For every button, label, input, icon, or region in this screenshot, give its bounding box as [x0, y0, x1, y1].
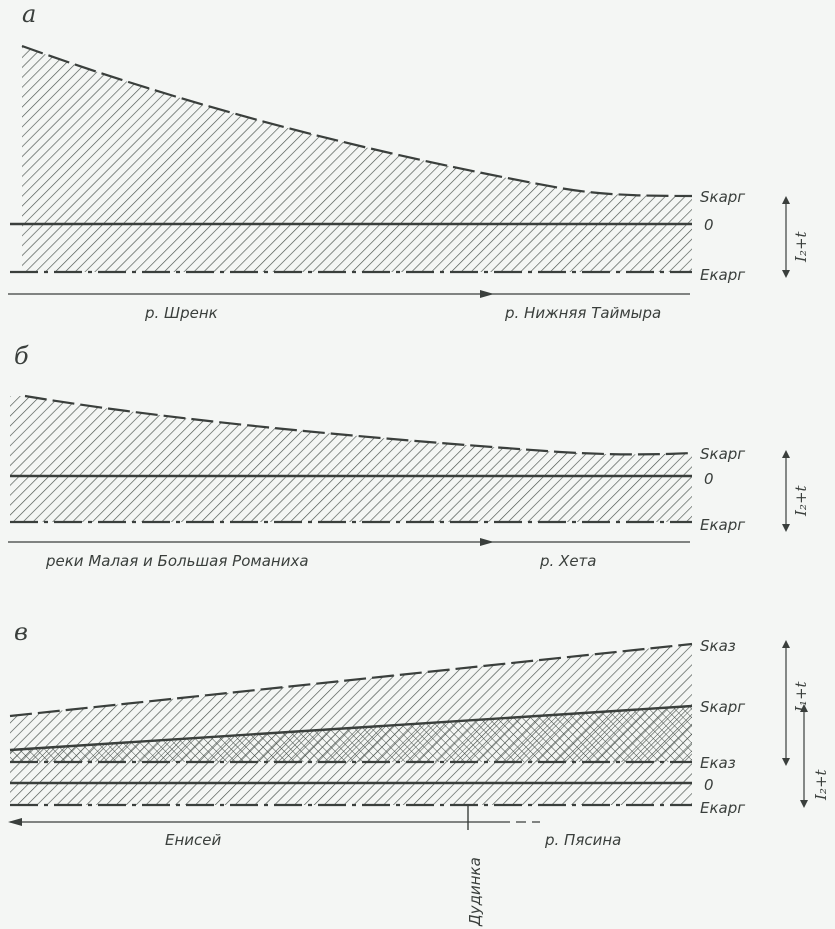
s-kaz-line-c: [9, 642, 693, 718]
label-s-karg-c: Sкapг: [700, 698, 745, 716]
river-right-a: р. Нижняя Таймыра: [504, 304, 661, 322]
s-karg-line-c: [9, 704, 693, 752]
bracket-top-arrowhead-up-c: [782, 640, 790, 648]
hatched-area-a: [22, 46, 692, 272]
panel-c: в Sказ Sкapг Eказ 0 Eкapг I₁+t I₂+t Енис…: [8, 618, 830, 927]
crosshatch-band-c: [10, 706, 692, 762]
label-e-karg-b: Eкapг: [700, 516, 745, 534]
panel-a: а Sкapг 0 Eкapг I₂+t р. Шренк р. Нижняя …: [8, 0, 810, 322]
marker-dudinka: Дудинка: [466, 857, 484, 927]
river-left-b: реки Малая и Большая Романиха: [45, 552, 309, 570]
bracket-bottom-arrowhead-down-c: [800, 800, 808, 808]
label-e-karg-a: Eкapг: [700, 266, 745, 284]
river-left-c: Енисей: [165, 831, 222, 849]
hatched-area-c: [10, 644, 692, 805]
bracket-label-top-c: I₁+t: [792, 680, 810, 713]
river-axis-arrow-b: [480, 538, 494, 546]
label-e-karg-c: Eкapг: [700, 799, 745, 817]
bracket-label-bottom-c: I₂+t: [812, 768, 830, 801]
label-s-karg-b: Sкapг: [700, 445, 745, 463]
bracket-arrowhead-top-a: [782, 196, 790, 204]
bracket-arrowhead-bottom-b: [782, 524, 790, 532]
river-left-a: р. Шренк: [144, 304, 218, 322]
s-karg-curve-b: [24, 394, 693, 456]
label-e-kaz-c: Eказ: [700, 754, 736, 772]
panel-letter-c: в: [14, 618, 28, 646]
label-zero-c: 0: [704, 776, 714, 794]
panel-b: б Sкapг 0 Eкapг I₂+t реки Малая и Больша…: [8, 342, 810, 570]
bracket-top-arrowhead-down-c: [782, 758, 790, 766]
bracket-bottom-arrowhead-up-c: [800, 704, 808, 712]
river-axis-arrow-a: [480, 290, 494, 298]
label-zero-a: 0: [704, 216, 714, 234]
label-zero-b: 0: [704, 470, 714, 488]
bracket-label-b: I₂+t: [792, 484, 810, 517]
bracket-label-a: I₂+t: [792, 230, 810, 263]
label-s-karg-a: Sкapг: [700, 188, 745, 206]
river-right-b: р. Хета: [539, 552, 597, 570]
river-right-c: р. Пясина: [544, 831, 621, 849]
bracket-arrowhead-top-b: [782, 450, 790, 458]
panel-letter-a: а: [22, 0, 36, 28]
hatched-area-b: [10, 396, 692, 522]
river-axis-arrow-c: [8, 818, 22, 826]
bracket-arrowhead-bottom-a: [782, 270, 790, 278]
s-karg-curve-a: [21, 44, 693, 198]
label-s-kaz-c: Sказ: [700, 637, 736, 655]
panel-letter-b: б: [14, 342, 29, 370]
